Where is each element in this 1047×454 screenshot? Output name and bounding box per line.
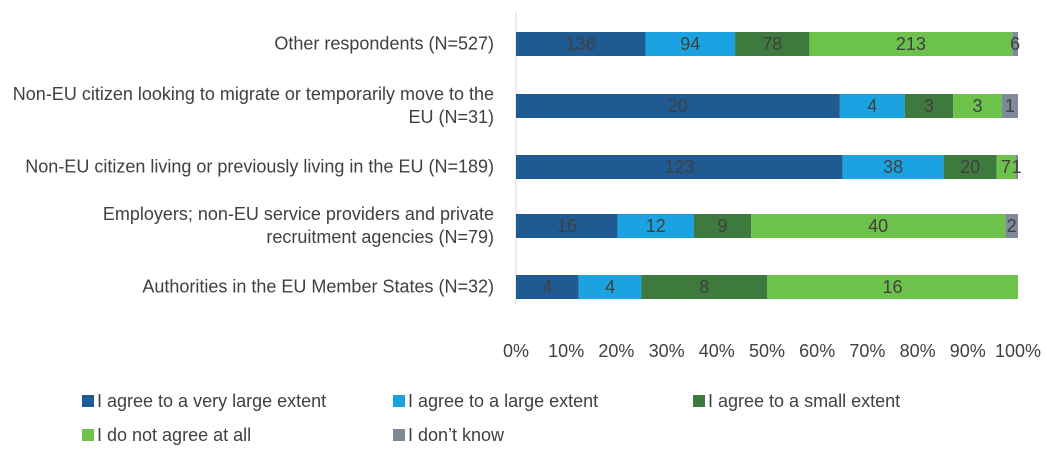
data-label: 20	[960, 157, 980, 177]
bar-segment	[809, 32, 1013, 56]
bar-segment	[1005, 214, 1018, 238]
data-label: 3	[924, 96, 934, 116]
bar-segment	[735, 32, 810, 56]
legend-swatch	[393, 395, 405, 407]
legend-label: I do not agree at all	[97, 425, 251, 445]
x-tick-label: 70%	[849, 341, 885, 361]
bar-segment	[953, 94, 1002, 118]
x-tick-label: 40%	[699, 341, 735, 361]
legend-label: I agree to a large extent	[408, 391, 598, 411]
data-label: 9	[718, 216, 728, 236]
category-label: Other respondents (N=527)	[274, 33, 494, 54]
category-label: Authorities in the EU Member States (N=3…	[142, 276, 494, 297]
data-label: 2	[1007, 216, 1017, 236]
x-tick-label: 20%	[598, 341, 634, 361]
data-label: 4	[605, 277, 615, 297]
bar-segment	[641, 275, 767, 299]
bar-segment	[516, 214, 618, 238]
data-label: 12	[646, 216, 666, 236]
data-label: 213	[896, 34, 926, 54]
bar-segment	[516, 94, 840, 118]
bar-segment	[578, 275, 642, 299]
bar-segment	[943, 155, 997, 179]
data-label: 1	[1005, 96, 1015, 116]
bar-segment	[693, 214, 752, 238]
bar-segment	[904, 94, 954, 118]
data-label: 6	[1010, 34, 1020, 54]
x-tick-label: 60%	[799, 341, 835, 361]
category-label: Employers; non-EU service providers and …	[102, 204, 494, 247]
legend-swatch	[82, 395, 94, 407]
category-label: Non-EU citizen looking to migrate or tem…	[12, 84, 494, 127]
x-tick-label: 0%	[503, 341, 529, 361]
data-label: 3	[973, 96, 983, 116]
data-label: 94	[680, 34, 700, 54]
bar-segment	[617, 214, 694, 238]
bar-segment	[1012, 32, 1018, 56]
data-label: 38	[883, 157, 903, 177]
data-label: 1	[1012, 157, 1022, 177]
legend-swatch	[693, 395, 705, 407]
x-tick-label: 90%	[950, 341, 986, 361]
bar-segment	[516, 32, 646, 56]
bar-segment	[645, 32, 736, 56]
data-label: 4	[542, 277, 552, 297]
data-label: 123	[664, 157, 694, 177]
category-label: Non-EU citizen living or previously livi…	[25, 156, 494, 177]
legend-swatch	[393, 429, 405, 441]
x-tick-label: 30%	[649, 341, 685, 361]
legend-swatch	[82, 429, 94, 441]
legend-label: I agree to a very large extent	[97, 391, 326, 411]
bar-segment	[516, 155, 843, 179]
legend-label: I don’t know	[408, 425, 505, 445]
bar-segment	[516, 275, 579, 299]
bar-segment	[996, 155, 1016, 179]
data-label: 136	[566, 34, 596, 54]
data-label: 16	[882, 277, 902, 297]
legend-label: I agree to a small extent	[708, 391, 900, 411]
data-label: 78	[762, 34, 782, 54]
bar-segment	[839, 94, 905, 118]
bar-segment	[767, 275, 1018, 299]
bar-segment	[1001, 94, 1018, 118]
data-label: 4	[867, 96, 877, 116]
bar-segment	[842, 155, 944, 179]
x-tick-label: 100%	[995, 341, 1041, 361]
data-label: 16	[557, 216, 577, 236]
data-label: 8	[699, 277, 709, 297]
x-tick-label: 80%	[900, 341, 936, 361]
data-label: 40	[868, 216, 888, 236]
x-tick-label: 50%	[749, 341, 785, 361]
bar-segment	[1015, 155, 1018, 179]
x-tick-label: 10%	[548, 341, 584, 361]
bar-segment	[751, 214, 1006, 238]
data-label: 20	[668, 96, 688, 116]
data-label: 7	[1001, 157, 1011, 177]
